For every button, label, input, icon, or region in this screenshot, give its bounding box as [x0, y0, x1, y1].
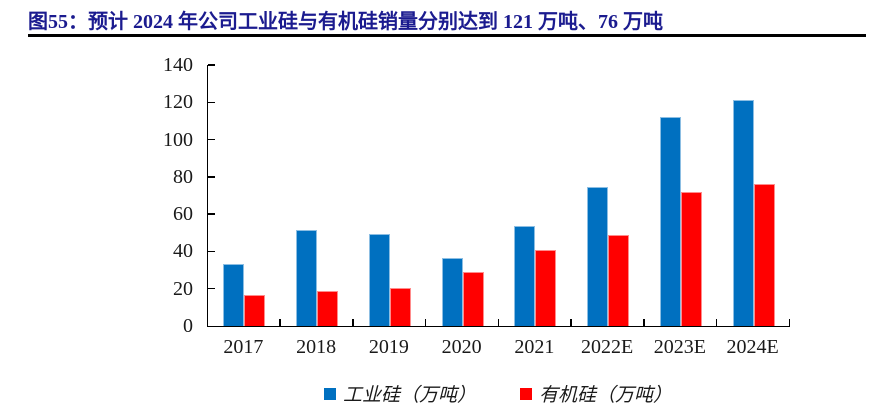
x-tick-mark [570, 319, 572, 326]
y-axis-label: 20 [173, 277, 193, 300]
bar-organic-silicon [244, 295, 266, 326]
bar-industrial-silicon [732, 100, 754, 326]
bar-organic-silicon [608, 234, 630, 326]
bar-group [717, 65, 790, 326]
y-tick-mark [208, 138, 215, 141]
bar-industrial-silicon [659, 117, 681, 326]
bar-group [281, 65, 354, 326]
legend-label: 有机硅（万吨） [539, 385, 673, 406]
bar-group [645, 65, 718, 326]
y-axis-label: 140 [163, 54, 193, 76]
figure-title: 图55：预计 2024 年公司工业硅与有机硅销量分别达到 121 万吨、76 万… [28, 11, 663, 33]
x-axis-label: 2017 [223, 336, 264, 358]
bar-organic-silicon [680, 191, 702, 326]
plot-area [207, 64, 790, 327]
bar-organic-silicon [753, 184, 775, 326]
x-axis-label: 2024E [726, 336, 779, 358]
y-tick-mark [208, 101, 215, 104]
x-tick-mark [424, 319, 427, 326]
legend-label: 工业硅（万吨） [342, 385, 476, 406]
bar-industrial-silicon [223, 264, 245, 326]
y-axis-label: 60 [173, 203, 193, 226]
y-axis-label: 120 [163, 91, 193, 114]
bar-industrial-silicon [514, 226, 536, 326]
legend-swatch [323, 387, 336, 400]
y-tick-mark [208, 64, 215, 66]
x-axis-label: 2019 [368, 336, 409, 358]
bar-group [208, 65, 281, 326]
y-tick-mark [208, 176, 215, 178]
bar-group [572, 65, 645, 326]
bar-group [499, 65, 572, 326]
x-axis-label: 2022E [581, 336, 634, 358]
chart-legend: 工业硅（万吨） 有机硅（万吨） [207, 380, 789, 407]
y-tick-mark [208, 287, 215, 290]
x-tick-mark [643, 319, 645, 326]
x-axis-label: 2018 [296, 336, 337, 358]
y-tick-mark [208, 250, 215, 253]
y-tick-mark [208, 213, 215, 215]
y-axis-label: 40 [173, 240, 193, 263]
x-axis-label: 2023E [653, 336, 706, 358]
x-axis-label: 2020 [441, 336, 482, 358]
bar-group [426, 65, 499, 326]
bar-industrial-silicon [296, 230, 318, 326]
bar-industrial-silicon [441, 257, 463, 326]
legend-swatch [520, 387, 532, 400]
x-tick-mark [715, 319, 718, 326]
x-tick-mark [352, 319, 354, 326]
bar-organic-silicon [389, 287, 411, 326]
bar-organic-silicon [535, 249, 557, 326]
y-axis-label: 100 [163, 128, 193, 151]
legend-item: 有机硅（万吨） [520, 380, 672, 407]
x-axis-label: 2021 [514, 336, 555, 358]
bar-organic-silicon [462, 271, 484, 326]
legend-item: 工业硅（万吨） [323, 380, 476, 407]
y-axis-label: 0 [183, 315, 193, 337]
bar-industrial-silicon [587, 187, 609, 326]
title-underline [28, 34, 866, 37]
y-axis-label: 80 [173, 165, 193, 188]
x-tick-mark [497, 319, 499, 326]
bar-organic-silicon [317, 290, 339, 326]
bar-group [354, 65, 427, 326]
x-tick-mark [788, 319, 790, 326]
x-tick-mark [279, 319, 281, 326]
bar-industrial-silicon [368, 233, 390, 326]
